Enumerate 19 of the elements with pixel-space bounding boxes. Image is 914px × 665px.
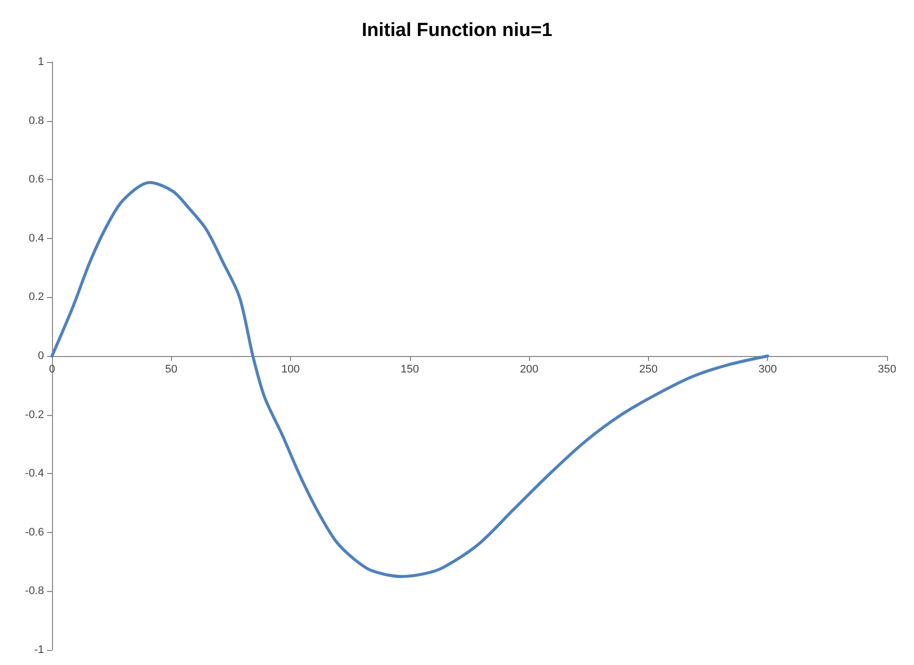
y-tick-label: -0.4: [25, 468, 44, 480]
x-tick-label: 100: [281, 364, 300, 376]
x-tick-label: 250: [639, 364, 658, 376]
y-tick-label: 0.2: [28, 291, 44, 304]
y-tick-label: -0.8: [25, 585, 44, 598]
y-tick-label: 0.8: [28, 114, 44, 127]
x-tick-label: 350: [878, 364, 896, 376]
y-tick-label: 1: [38, 56, 44, 68]
x-tick-label: 300: [758, 364, 777, 376]
y-tick-label: -0.6: [25, 526, 44, 538]
y-tick-label: -0.2: [25, 408, 44, 421]
x-tick-label: 50: [165, 364, 178, 376]
y-tick-label: 0.6: [28, 174, 44, 186]
y-tick-label: -1: [34, 644, 44, 656]
y-tick-label: 0: [38, 350, 44, 362]
x-tick-label: 150: [400, 364, 420, 376]
x-tick-label: 200: [520, 364, 538, 376]
chart-title: Initial Function niu=1: [362, 20, 553, 41]
y-tick-label: 0.4: [28, 232, 44, 244]
